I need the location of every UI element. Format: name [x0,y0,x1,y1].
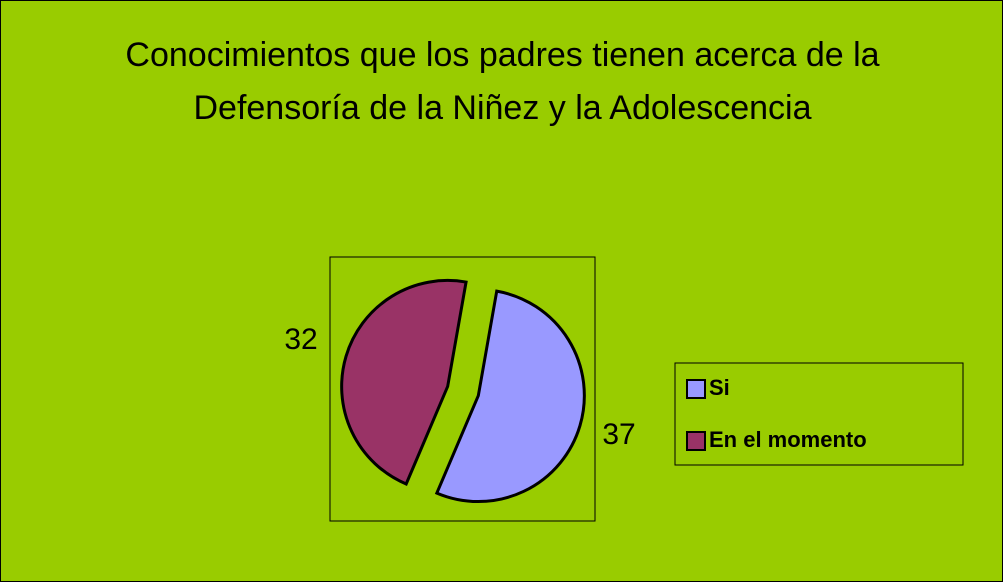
chart-title: Conocimientos que los padres tienen acer… [125,36,880,127]
legend-swatch [686,379,706,399]
pie-slice [434,289,586,504]
pie-slice [340,278,468,486]
legend-swatch [686,431,706,451]
legend-box [674,362,964,466]
data-label: 37 [602,418,635,451]
data-label: 32 [284,323,317,356]
plot-area [329,256,596,522]
legend-label: Si [709,375,730,400]
legend-label: En el momento [709,427,867,452]
